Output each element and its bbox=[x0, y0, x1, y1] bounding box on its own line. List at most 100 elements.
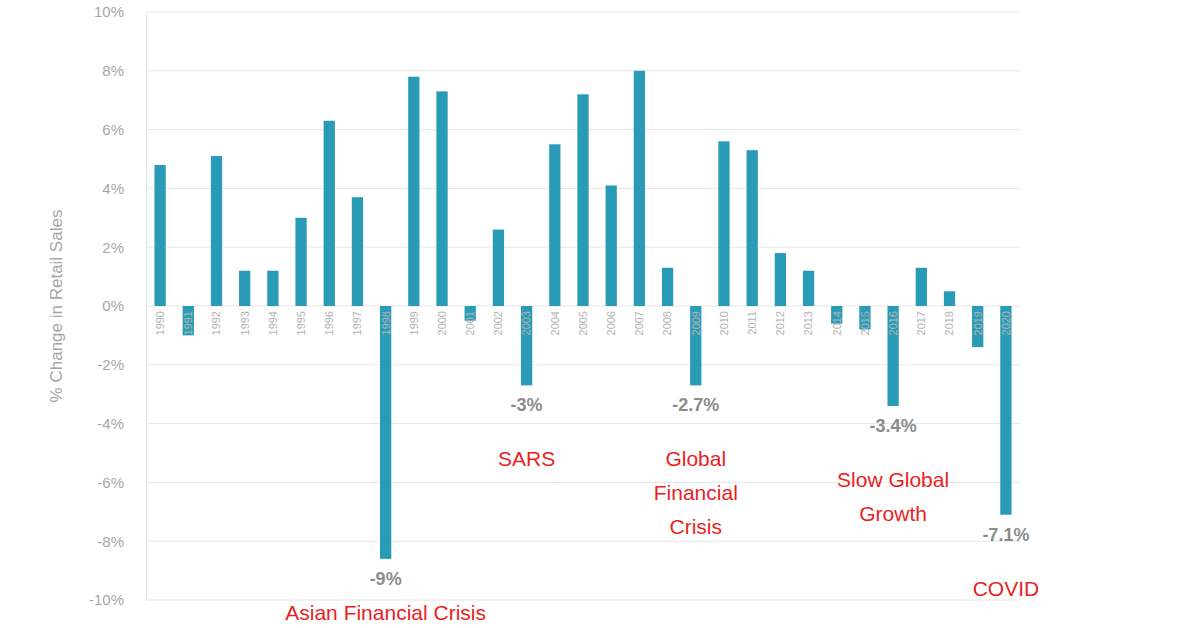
x-tick-label: 1993 bbox=[239, 311, 251, 335]
x-tick-label: 1994 bbox=[267, 311, 279, 335]
annotation: Global bbox=[665, 447, 726, 470]
bars bbox=[154, 71, 1011, 559]
bar bbox=[916, 268, 927, 306]
x-tick-label: 2013 bbox=[802, 311, 814, 335]
x-tick: 1990 bbox=[154, 306, 166, 335]
x-tick: 1995 bbox=[295, 306, 307, 335]
y-tick-label: 10% bbox=[94, 3, 124, 20]
data-labels: -9%-3%-2.7%-3.4%-7.1% bbox=[370, 395, 1030, 588]
y-tick: -8% bbox=[97, 533, 146, 550]
y-tick-label: 4% bbox=[102, 180, 124, 197]
x-tick-label: 2020 bbox=[1000, 311, 1012, 335]
x-tick-label: 2014 bbox=[831, 311, 843, 335]
y-tick: 6% bbox=[102, 121, 146, 138]
data-label: -2.7% bbox=[672, 395, 719, 415]
bar bbox=[267, 271, 278, 306]
bar bbox=[493, 230, 504, 306]
x-axis: 1990199119921993199419951996199719981999… bbox=[154, 306, 1012, 335]
x-tick: 2013 bbox=[802, 306, 814, 335]
x-tick: 1994 bbox=[267, 306, 279, 335]
annotation: Slow Global bbox=[837, 468, 949, 491]
x-tick: 2001 bbox=[464, 306, 476, 335]
annotations: Asian Financial CrisisSARSGlobalFinancia… bbox=[285, 447, 1039, 624]
annotation: SARS bbox=[498, 447, 555, 470]
x-tick: 1991 bbox=[182, 306, 194, 335]
x-tick: 1998 bbox=[379, 306, 391, 335]
y-tick: -6% bbox=[97, 474, 146, 491]
bar bbox=[634, 71, 645, 306]
x-tick-label: 2009 bbox=[690, 311, 702, 335]
bar bbox=[211, 156, 222, 306]
y-axis: -10%-8%-6%-4%-2%0%2%4%6%8%10% bbox=[89, 3, 147, 608]
x-tick-label: 2000 bbox=[436, 311, 448, 335]
y-axis-line bbox=[146, 13, 147, 601]
x-tick: 2016 bbox=[887, 306, 899, 335]
x-tick: 2007 bbox=[633, 306, 645, 335]
bar bbox=[577, 94, 588, 306]
x-tick: 2020 bbox=[1000, 306, 1012, 335]
bar bbox=[690, 306, 701, 385]
bar bbox=[380, 306, 391, 559]
annotation: Growth bbox=[859, 502, 927, 525]
y-tick: 0% bbox=[102, 297, 146, 314]
x-tick-label: 1997 bbox=[351, 311, 363, 335]
annotation: Crisis bbox=[670, 515, 723, 538]
bar bbox=[606, 185, 617, 306]
x-tick: 2008 bbox=[661, 306, 673, 335]
x-tick: 1993 bbox=[239, 306, 251, 335]
bar bbox=[803, 271, 814, 306]
x-tick: 1999 bbox=[408, 306, 420, 335]
x-tick-label: 2007 bbox=[633, 311, 645, 335]
x-tick-label: 2001 bbox=[464, 311, 476, 335]
x-tick: 2018 bbox=[943, 306, 955, 335]
x-tick: 1996 bbox=[323, 306, 335, 335]
x-tick-label: 1998 bbox=[379, 311, 391, 335]
bar bbox=[324, 121, 335, 306]
x-tick-label: 2004 bbox=[549, 311, 561, 335]
x-tick: 2012 bbox=[774, 306, 786, 335]
y-tick: 10% bbox=[94, 3, 146, 20]
x-tick: 2011 bbox=[746, 306, 758, 335]
x-tick-label: 2008 bbox=[661, 311, 673, 335]
bar bbox=[521, 306, 532, 385]
y-tick: -4% bbox=[97, 415, 146, 432]
annotation: Asian Financial Crisis bbox=[285, 601, 486, 624]
grid-line bbox=[146, 541, 1020, 542]
x-tick: 2000 bbox=[436, 306, 448, 335]
bar bbox=[718, 141, 729, 306]
x-tick-label: 1995 bbox=[295, 311, 307, 335]
x-tick-label: 2005 bbox=[577, 311, 589, 335]
bar bbox=[944, 291, 955, 306]
bar bbox=[183, 306, 194, 335]
bar bbox=[972, 306, 983, 347]
x-tick-label: 2019 bbox=[972, 311, 984, 335]
y-tick-label: 8% bbox=[102, 62, 124, 79]
x-tick-label: 2006 bbox=[605, 311, 617, 335]
y-tick-label: -2% bbox=[97, 356, 124, 373]
bar bbox=[549, 144, 560, 306]
x-tick: 2017 bbox=[915, 306, 927, 335]
bar bbox=[295, 218, 306, 306]
data-label: -9% bbox=[370, 569, 402, 589]
x-tick-label: 1990 bbox=[154, 311, 166, 335]
grid-line bbox=[146, 70, 1020, 71]
x-tick: 2019 bbox=[972, 306, 984, 335]
x-tick-label: 2010 bbox=[718, 311, 730, 335]
x-tick: 2010 bbox=[718, 306, 730, 335]
x-tick-label: 2018 bbox=[943, 311, 955, 335]
bar bbox=[408, 77, 419, 306]
x-tick-label: 2015 bbox=[859, 311, 871, 335]
bar bbox=[239, 271, 250, 306]
x-tick-label: 1991 bbox=[182, 311, 194, 335]
y-tick: 2% bbox=[102, 239, 146, 256]
y-tick-label: 2% bbox=[102, 239, 124, 256]
x-tick-label: 2012 bbox=[774, 311, 786, 335]
x-tick-label: 2011 bbox=[746, 311, 758, 335]
x-tick-label: 2016 bbox=[887, 311, 899, 335]
y-tick: -2% bbox=[97, 356, 146, 373]
x-tick-label: 2017 bbox=[915, 311, 927, 335]
x-tick: 1997 bbox=[351, 306, 363, 335]
grid bbox=[146, 12, 1020, 600]
y-axis-title: % Change in Retail Sales bbox=[47, 210, 66, 403]
bar bbox=[887, 306, 898, 406]
